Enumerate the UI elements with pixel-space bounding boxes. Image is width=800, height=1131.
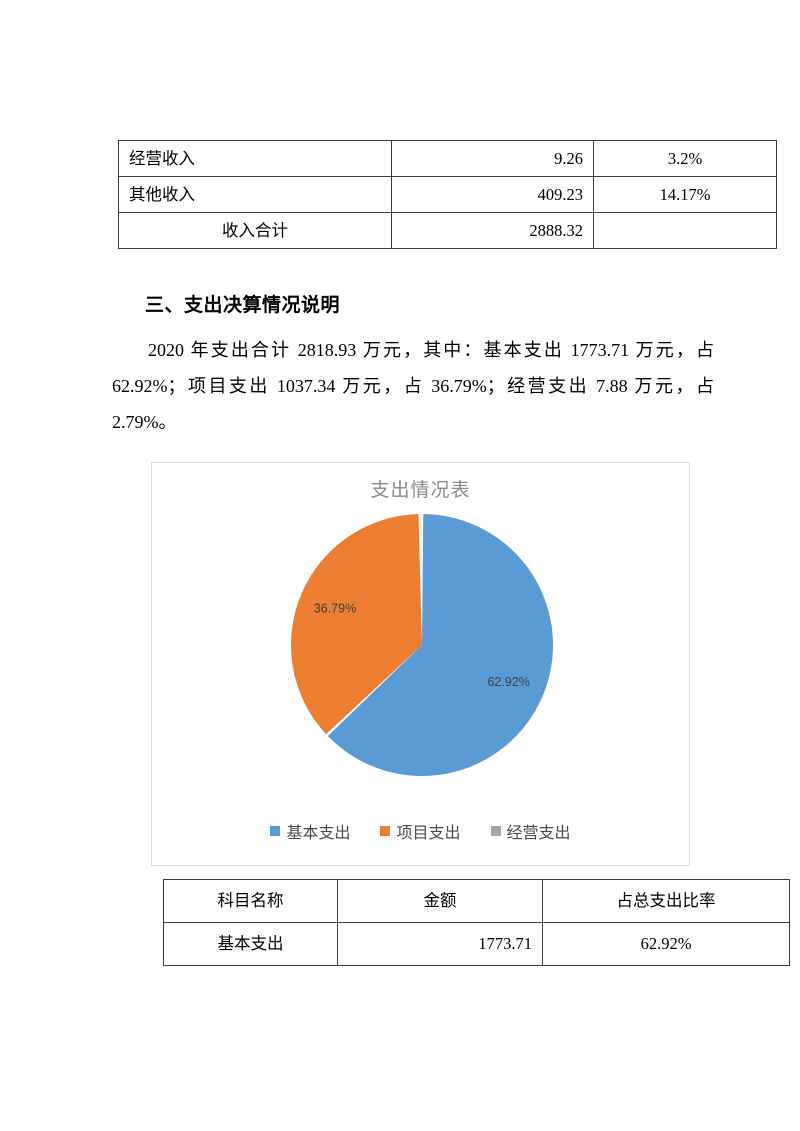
legend-swatch-icon (380, 826, 391, 836)
expenditure-detail-table: 科目名称 金额 占总支出比率 基本支出 1773.71 62.92% (163, 879, 790, 966)
chart-legend: 基本支出 项目支出 经营支出 (152, 819, 689, 843)
legend-label: 基本支出 (286, 825, 351, 842)
pie-slice[interactable] (290, 514, 422, 735)
income-row-ratio: 14.17% (593, 176, 777, 213)
expense-header-amount: 金额 (337, 879, 543, 923)
table-row: 经营收入 9.26 3.2% (118, 140, 777, 177)
section-paragraph: 2020 年支出合计 2818.93 万元，其中：基本支出 1773.71 万元… (112, 340, 714, 432)
income-row-name: 经营收入 (118, 140, 392, 177)
pie-plot-area: 62.92% 36.79% 2.79% (152, 497, 691, 807)
expense-row-name: 基本支出 (163, 922, 338, 966)
pie-svg: 62.92% 36.79% 2.79% (290, 497, 553, 777)
income-table-body: 经营收入 9.26 3.2% 其他收入 409.23 14.17% 收入合计 2… (118, 140, 777, 249)
income-row-name: 其他收入 (118, 176, 392, 213)
expenditure-pie-chart: 支出情况表 62.92% 36.79% 2.79% 基本支出 项目支出 经营支出 (151, 462, 690, 866)
pie-slice[interactable] (420, 514, 422, 645)
chart-title: 支出情况表 (370, 480, 471, 501)
pie-slice-label: 62.92% (487, 675, 529, 689)
expense-row-amount: 1773.71 (337, 922, 543, 966)
income-row-amount: 9.26 (391, 140, 594, 177)
income-row-amount: 409.23 (391, 176, 594, 213)
table-row: 基本支出 1773.71 62.92% (163, 922, 790, 966)
pie-slice[interactable] (327, 514, 553, 777)
expense-header-name: 科目名称 (163, 879, 338, 923)
table-row: 其他收入 409.23 14.17% (118, 176, 777, 213)
legend-item-2[interactable]: 经营支出 (490, 819, 571, 843)
legend-label: 经营支出 (506, 825, 571, 842)
income-total-label: 收入合计 (118, 212, 392, 249)
legend-label: 项目支出 (396, 825, 461, 842)
table-row-total: 收入合计 2888.32 (118, 212, 777, 249)
income-total-ratio (593, 212, 777, 249)
expense-table-body: 科目名称 金额 占总支出比率 基本支出 1773.71 62.92% (163, 879, 790, 966)
pie-slice-label: 2.79% (402, 497, 437, 499)
pie-slice-group (290, 514, 553, 777)
pie-slice-label: 36.79% (313, 602, 355, 616)
legend-swatch-icon (270, 826, 281, 836)
legend-swatch-icon (490, 826, 501, 836)
expense-header-ratio: 占总支出比率 (542, 879, 790, 923)
pie-label-group: 62.92% 36.79% 2.79% (313, 497, 529, 689)
income-row-ratio: 3.2% (593, 140, 777, 177)
income-total-amount: 2888.32 (391, 212, 594, 249)
expense-row-ratio: 62.92% (542, 922, 790, 966)
section-heading: 三、支出决算情况说明 (145, 295, 341, 316)
legend-item-1[interactable]: 项目支出 (380, 819, 461, 843)
legend-item-0[interactable]: 基本支出 (270, 819, 350, 843)
income-summary-table: 经营收入 9.26 3.2% 其他收入 409.23 14.17% 收入合计 2… (118, 140, 777, 249)
table-header-row: 科目名称 金额 占总支出比率 (163, 879, 790, 923)
